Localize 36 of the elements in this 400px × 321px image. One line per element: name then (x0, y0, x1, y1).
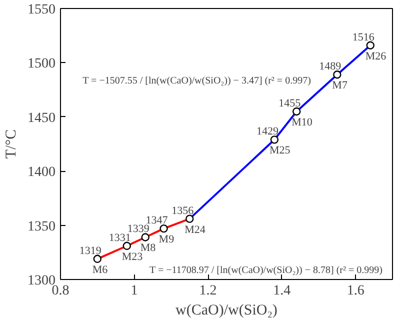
point (160, 224, 168, 233)
annotation: T = −1507.55 / [ln(w(CaO)/w(SiO₂)) − 3.47] (r² = 0.997) (82, 76, 311, 87)
data-label: 1489 (319, 60, 342, 73)
point (186, 214, 194, 223)
y-tick-label: 1550 (28, 2, 56, 18)
annotation: M7 (332, 80, 348, 92)
point (141, 233, 150, 242)
data-label: 1319 (79, 244, 102, 257)
y-tick-label: 1450 (28, 110, 56, 126)
x-axis-title: w(CaO)/w(SiO₂) (176, 302, 278, 318)
data-label: 1455 (278, 97, 302, 110)
x-tick-label: 1.4 (273, 284, 291, 298)
data-label: 1516 (352, 31, 375, 44)
data-label: 1429 (256, 126, 279, 138)
annotation: M6 (92, 264, 108, 276)
annotation: M24 (184, 224, 206, 236)
x-tick-label: 1.6 (346, 284, 364, 298)
point (292, 107, 301, 116)
y-tick-label: 1400 (28, 165, 56, 180)
x-tick-label: 1 (130, 284, 138, 298)
annotation: M25 (269, 144, 291, 157)
annotation: M9 (158, 234, 175, 246)
point (366, 41, 374, 50)
x-tick-label: 1.2 (199, 284, 217, 298)
y-axis-title: T/°C (4, 129, 20, 159)
annotation: T = −11708.97 / [ln(w(CaO)/w(SiO₂)) − 8.78] (r² = 0.999) (150, 265, 382, 276)
point (270, 136, 279, 144)
y-tick-label: 1350 (28, 219, 56, 234)
annotation: M26 (365, 50, 387, 62)
annotation: M10 (292, 116, 313, 128)
data-label: 1356 (172, 204, 194, 217)
x-tick-label: 0.8 (52, 284, 70, 298)
point (93, 254, 102, 263)
y-tick-label: 1500 (28, 56, 56, 72)
point (333, 70, 342, 79)
point (122, 242, 131, 250)
